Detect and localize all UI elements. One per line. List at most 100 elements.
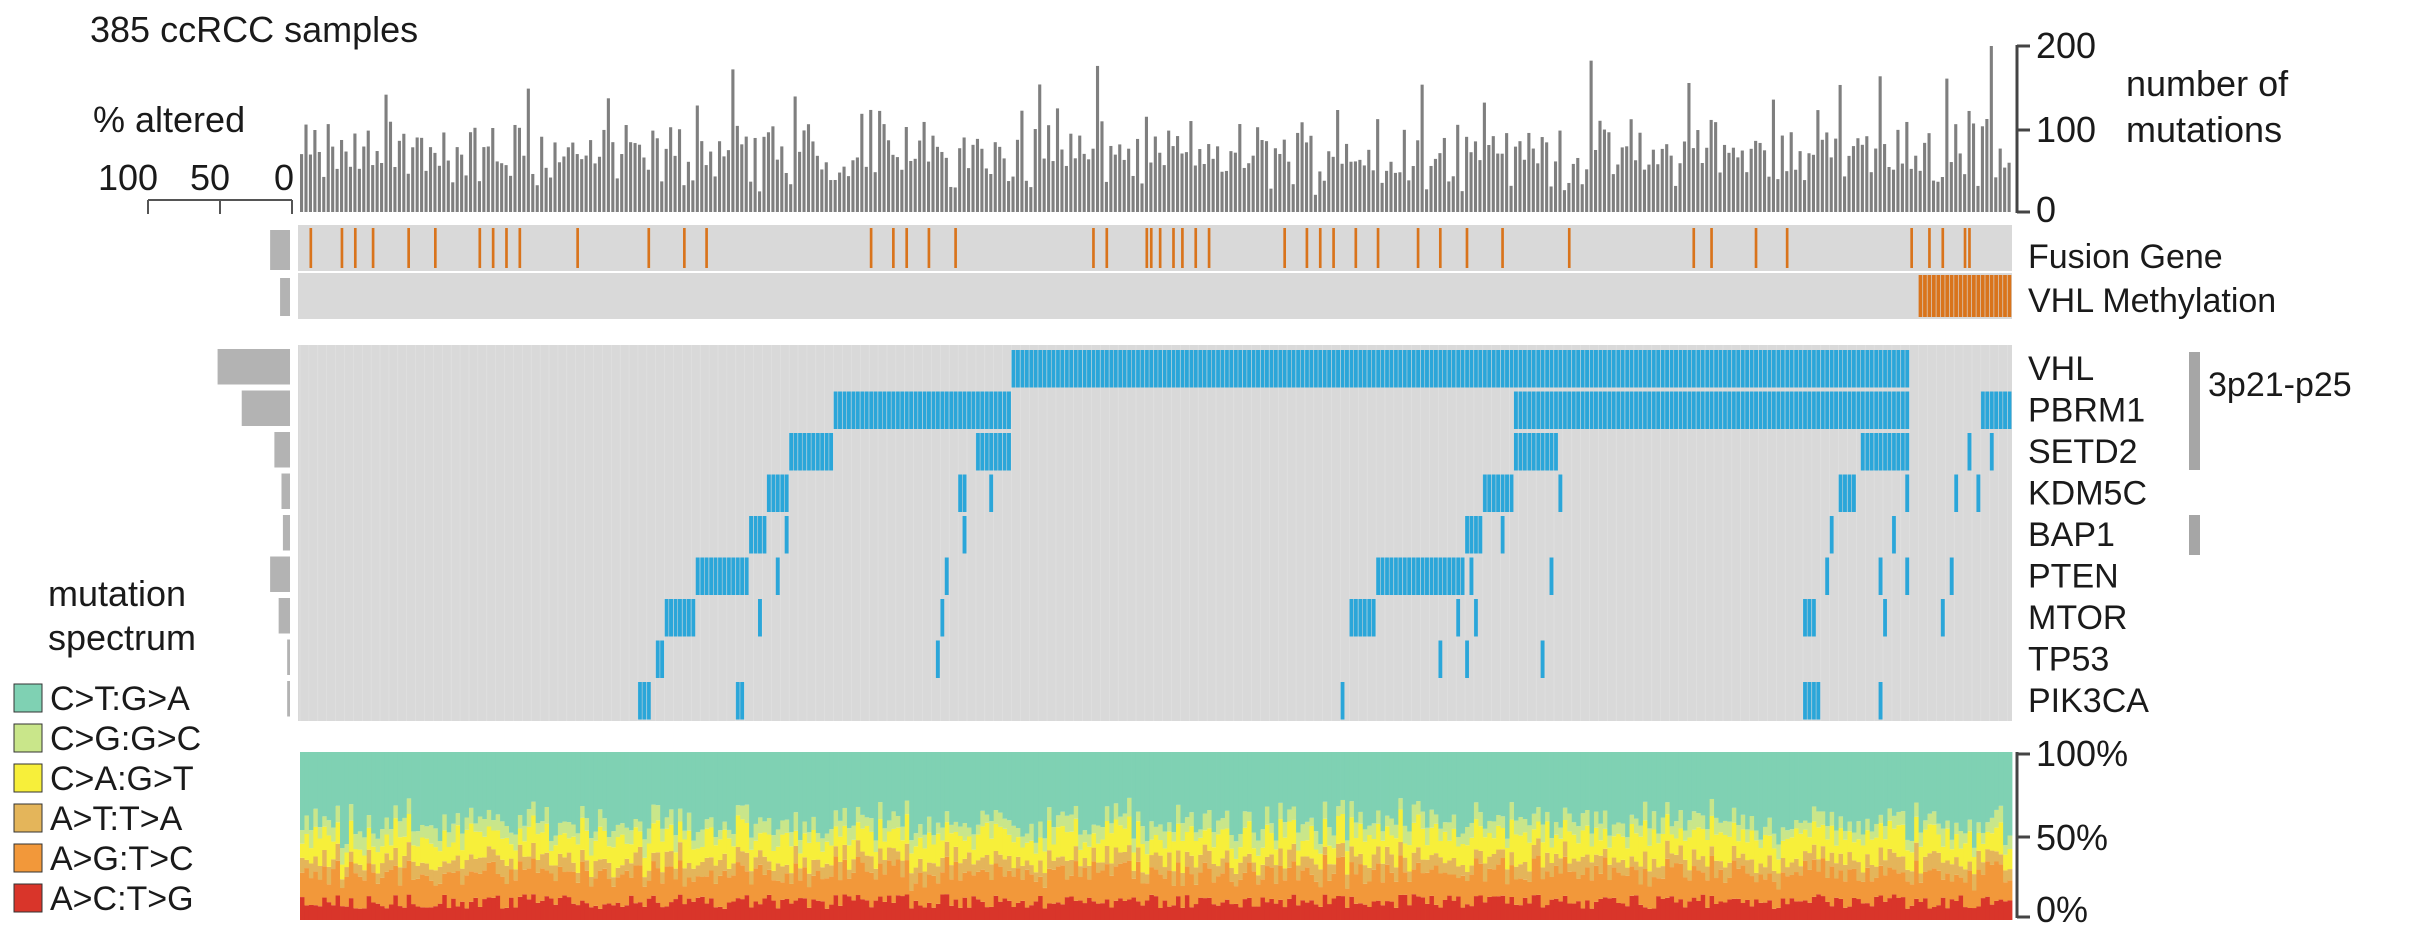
spectrum-segment <box>1513 866 1519 880</box>
spectrum-segment <box>1180 840 1186 873</box>
spectrum-segment <box>1135 861 1141 902</box>
gene-mutation-mark <box>1722 350 1727 388</box>
spectrum-segment <box>308 878 314 905</box>
gene-mutation-mark <box>1825 350 1830 388</box>
spectrum-segment <box>1451 752 1457 815</box>
row-label: VHL Methylation <box>2028 282 2276 320</box>
spectrum-segment <box>784 899 790 920</box>
gene-mutation-mark <box>1238 350 1243 388</box>
mutation-count-bar <box>820 169 824 212</box>
spectrum-segment <box>775 829 781 847</box>
gene-mutation-mark <box>1367 350 1372 388</box>
spectrum-segment <box>1558 752 1564 828</box>
spectrum-segment <box>1171 752 1177 833</box>
mutation-count-bar <box>331 146 335 212</box>
spectrum-segment <box>482 899 488 920</box>
spectrum-segment <box>1865 818 1871 831</box>
spectrum-segment <box>1594 901 1599 920</box>
spectrum-segment <box>344 852 350 868</box>
spectrum-segment <box>1069 752 1075 815</box>
gene-mutation-mark <box>900 391 905 429</box>
gene-mutation-mark <box>784 474 789 512</box>
spectrum-segment <box>780 834 786 867</box>
spectrum-segment <box>1153 896 1159 920</box>
spectrum-segment <box>580 849 585 862</box>
spectrum-segment <box>1131 897 1137 920</box>
spectrum-segment <box>1638 836 1644 867</box>
spectrum-segment <box>1371 838 1377 855</box>
gene-mutation-mark <box>1140 350 1145 388</box>
spectrum-segment <box>1923 898 1928 920</box>
spectrum-segment <box>820 851 826 868</box>
gene-mutation-mark <box>1780 391 1785 429</box>
spectrum-segment <box>1482 902 1488 920</box>
spectrum-segment <box>1496 752 1502 816</box>
mutation-count-bar <box>1767 176 1771 212</box>
spectrum-segment <box>726 868 732 878</box>
spectrum-segment <box>735 898 741 920</box>
spectrum-segment <box>1189 812 1195 827</box>
spectrum-segment <box>762 856 768 875</box>
gene-mutation-mark <box>1264 350 1269 388</box>
mutation-count-bar <box>602 129 606 212</box>
spectrum-segment <box>1594 865 1599 902</box>
spectrum-segment <box>1055 752 1061 816</box>
spectrum-segment <box>1407 881 1413 906</box>
mutation-spectrum-bars <box>300 752 2013 920</box>
spectrum-segment <box>460 901 465 920</box>
spectrum-segment <box>593 840 599 862</box>
spectrum-segment <box>451 898 457 920</box>
spectrum-segment <box>1794 752 1799 821</box>
mutation-count-bar <box>500 163 504 212</box>
spectrum-segment <box>691 881 697 902</box>
spectrum-segment <box>1442 863 1448 873</box>
mutation-count-bar <box>1651 149 1655 212</box>
spectrum-segment <box>1220 902 1226 920</box>
spectrum-segment <box>744 871 750 896</box>
spectrum-segment <box>1803 829 1808 852</box>
spectrum-segment <box>571 862 577 872</box>
gene-mutation-mark <box>1451 350 1456 388</box>
spectrum-segment <box>1731 822 1737 846</box>
spectrum-segment <box>686 812 692 831</box>
gene-mutation-mark <box>1771 391 1776 429</box>
spectrum-segment <box>1047 903 1052 920</box>
mutation-count-bar <box>1954 124 1958 212</box>
spectrum-segment <box>589 876 594 887</box>
gene-mutation-mark <box>1865 350 1870 388</box>
spectrum-segment <box>860 899 866 920</box>
spectrum-segment <box>633 752 639 820</box>
spectrum-segment <box>406 894 412 920</box>
gene-mutation-mark <box>1340 350 1345 388</box>
spectrum-segment <box>1456 837 1462 847</box>
spectrum-segment <box>855 752 861 807</box>
spectrum-segment <box>322 850 328 867</box>
spectrum-segment <box>624 858 630 871</box>
spectrum-segment <box>922 907 928 920</box>
gene-mutation-mark <box>1465 516 1469 554</box>
spectrum-segment <box>1473 849 1479 859</box>
vhl-methylation-mark <box>1976 275 1981 317</box>
spectrum-segment <box>553 881 559 905</box>
spectrum-segment <box>1242 856 1248 873</box>
gene-mutation-mark <box>967 391 971 429</box>
gene-mutation-mark <box>1558 391 1563 429</box>
spectrum-segment <box>669 851 674 867</box>
spectrum-segment <box>402 868 408 908</box>
gene-mutation-mark <box>1851 350 1856 388</box>
spectrum-segment <box>1740 853 1746 866</box>
spectrum-segment <box>1869 864 1875 882</box>
spectrum-segment <box>833 856 839 896</box>
spectrum-segment <box>1322 752 1328 802</box>
spectrum-segment <box>1727 836 1733 863</box>
spectrum-segment <box>1838 828 1844 854</box>
mutation-count-bar <box>709 151 713 212</box>
mutation-count-bar <box>1153 136 1157 212</box>
spectrum-segment <box>851 900 857 920</box>
spectrum-segment <box>1158 840 1164 856</box>
spectrum-segment <box>1931 851 1937 869</box>
spectrum-segment <box>842 859 848 895</box>
spectrum-segment <box>1256 855 1261 876</box>
spectrum-segment <box>1789 862 1795 875</box>
spectrum-segment <box>340 879 345 889</box>
